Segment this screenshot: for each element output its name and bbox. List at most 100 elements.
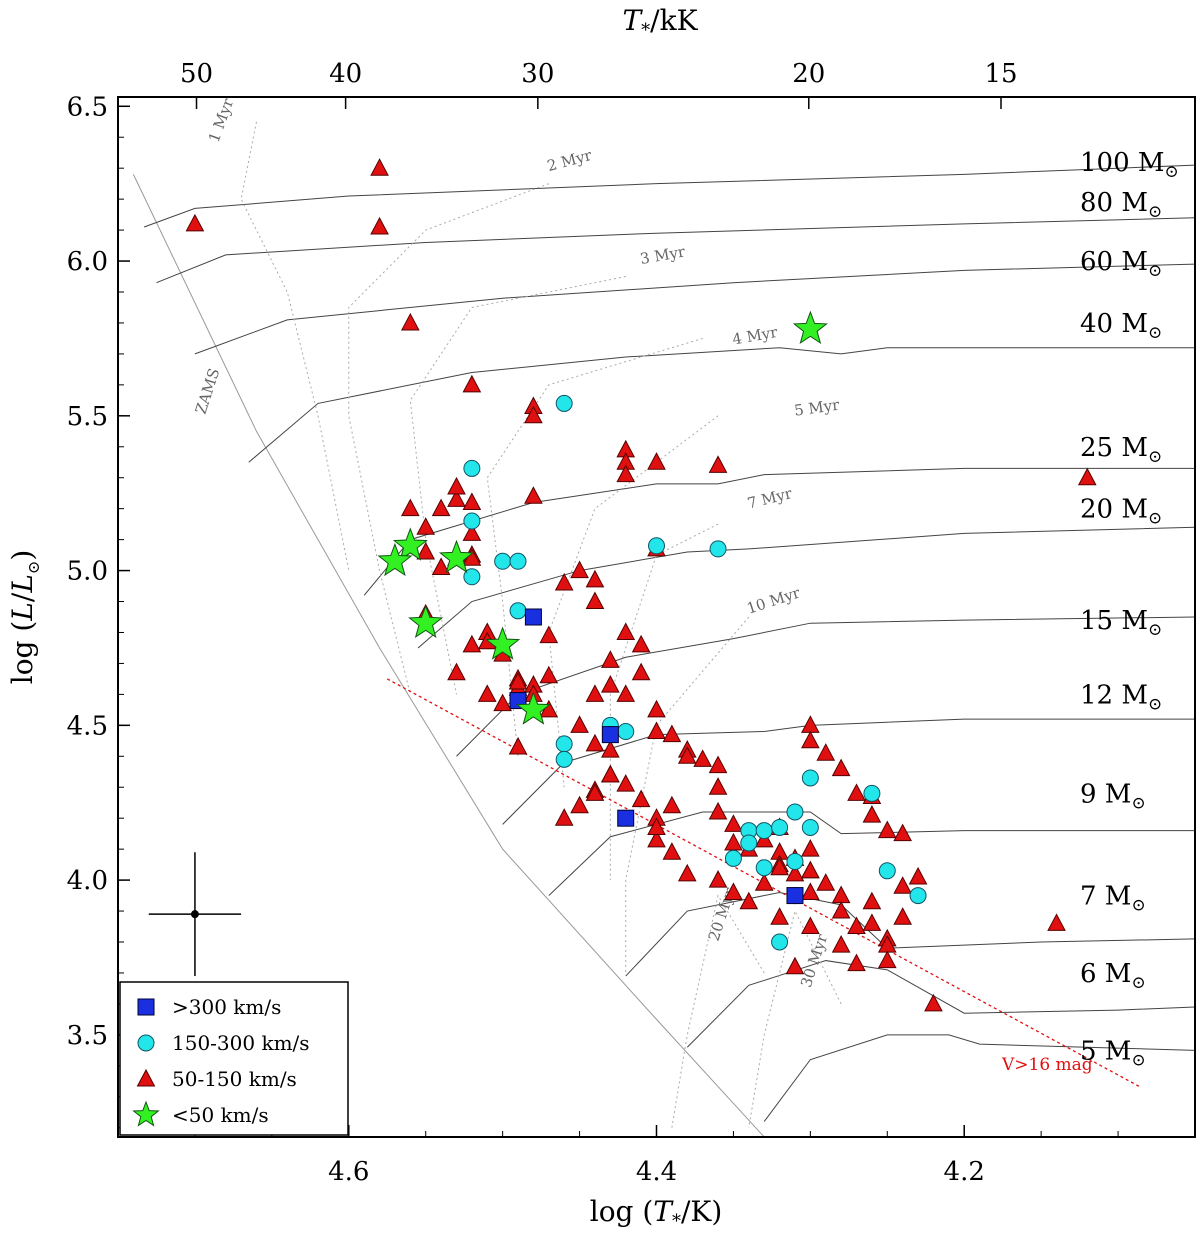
data-point (831, 900, 851, 919)
data-point (724, 882, 743, 900)
data-point (908, 866, 928, 885)
data-point (847, 916, 866, 935)
data-point (739, 891, 759, 910)
data-point (924, 993, 943, 1012)
data-point (509, 602, 527, 620)
legend-marker (137, 1034, 155, 1052)
data-point (463, 568, 481, 586)
data-point (831, 758, 851, 777)
track-mass-label: 100 M⊙ (1080, 148, 1179, 182)
data-point (677, 746, 697, 764)
legend-marker (132, 1100, 160, 1127)
data-point (709, 540, 727, 558)
data-point (554, 572, 574, 591)
x-tick-label: 4.4 (636, 1157, 677, 1187)
data-point (524, 405, 543, 424)
data-point (801, 916, 820, 935)
data-point (392, 527, 428, 561)
isochrone-line (609, 523, 719, 881)
data-point (524, 486, 543, 504)
x-axis-title: log (T*/K) (590, 1195, 723, 1232)
data-point (893, 823, 913, 842)
data-point (708, 870, 728, 888)
data-point (508, 736, 528, 755)
legend: >300 km/s 150-300 km/s 50-150 km/s <50 km/s (119, 981, 349, 1136)
isochrone-label: 1 Myr (205, 95, 238, 145)
top-tick-label: 30 (521, 59, 554, 89)
track-line (248, 347, 1195, 463)
data-point (647, 817, 666, 835)
track-mass-label: 5 M⊙ (1080, 1036, 1146, 1070)
data-point (785, 956, 805, 975)
data-point (724, 832, 743, 851)
data-point (185, 213, 205, 232)
data-point (801, 818, 819, 836)
data-point (647, 721, 666, 740)
track-line (548, 811, 1195, 896)
data-point (648, 537, 665, 555)
top-tick-label: 50 (180, 59, 213, 89)
legend-label: >300 km/s (172, 995, 281, 1019)
data-point (585, 783, 605, 801)
data-point (647, 699, 666, 718)
data-point (508, 671, 528, 690)
data-point (770, 857, 789, 876)
x-tick-label: 4.2 (944, 1157, 985, 1187)
data-point (662, 842, 682, 860)
isochrone-line (409, 276, 626, 695)
data-point (555, 735, 573, 753)
data-point (616, 684, 636, 702)
data-point (431, 557, 451, 575)
track-mass-label: 15 M⊙ (1080, 606, 1162, 640)
data-point (400, 498, 420, 517)
data-point (786, 803, 804, 821)
data-point (847, 953, 866, 972)
data-point (724, 814, 743, 832)
data-point (462, 492, 482, 510)
data-point (786, 887, 804, 905)
data-point (570, 795, 589, 814)
isochrone-label: 3 Myr (639, 242, 688, 268)
y-tick-label: 5.0 (67, 557, 108, 587)
data-point (585, 569, 605, 588)
data-point (862, 913, 882, 931)
y-tick-label: 4.0 (67, 866, 108, 896)
legend-marker (136, 1068, 156, 1087)
data-point (1077, 467, 1097, 486)
data-point (801, 882, 820, 900)
data-point (785, 863, 805, 882)
data-point (631, 789, 651, 808)
isochrone-label: 5 Myr (793, 396, 841, 420)
data-point (708, 755, 728, 774)
top-tick-label: 15 (984, 59, 1017, 89)
y-tick-label: 6.0 (67, 247, 108, 277)
data-point (755, 859, 773, 877)
data-point (801, 860, 820, 879)
data-point (601, 650, 620, 668)
data-point (408, 604, 444, 639)
track-mass-label: 40 M⊙ (1080, 309, 1162, 343)
data-point (792, 310, 828, 345)
zams-line (132, 174, 765, 1138)
data-point (539, 665, 559, 684)
data-point (754, 873, 774, 891)
top-axis-title: T*/kK (622, 4, 698, 41)
data-point (771, 818, 789, 836)
data-point (416, 541, 436, 560)
data-point (770, 907, 789, 925)
data-point (400, 312, 420, 331)
data-point (601, 726, 619, 744)
y-tick-label: 6.5 (67, 92, 108, 122)
top-tick-label: 20 (792, 59, 825, 89)
track-mass-label: 60 M⊙ (1080, 247, 1162, 281)
data-point (370, 216, 389, 235)
y-tick-label: 3.5 (67, 1021, 108, 1051)
isochrone-label: 10 Myr (744, 583, 803, 617)
data-point (570, 715, 589, 733)
data-point (463, 459, 481, 477)
isochrone-line (748, 909, 842, 1128)
legend-box (119, 981, 349, 1136)
data-point (693, 749, 712, 767)
data-point (708, 455, 728, 473)
data-point (447, 662, 466, 681)
